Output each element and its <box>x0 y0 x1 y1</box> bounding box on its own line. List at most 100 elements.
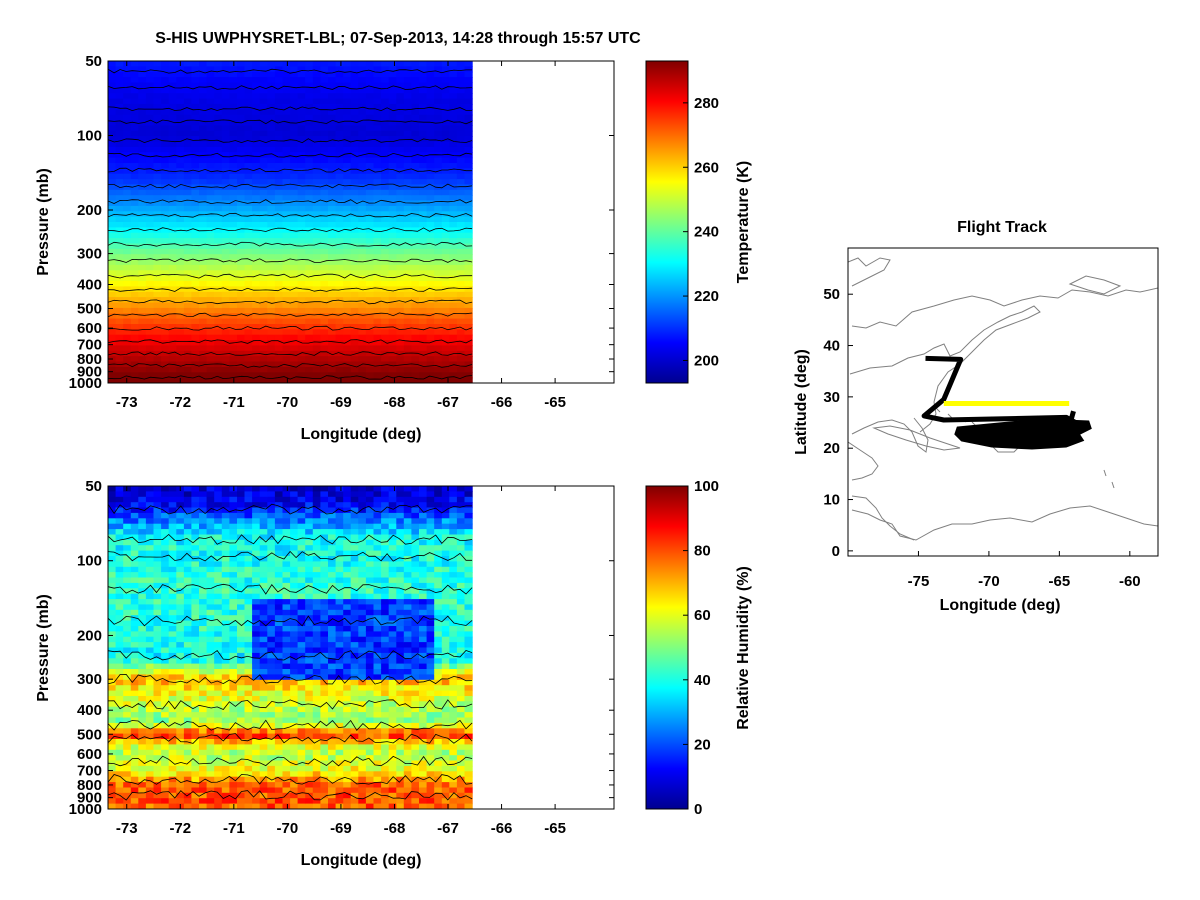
heatmap-cell <box>358 291 367 298</box>
heatmap-cell <box>297 615 306 622</box>
heatmap-cell <box>274 318 284 325</box>
heatmap-cell <box>123 307 132 314</box>
heatmap-cell <box>456 286 466 293</box>
heatmap-cell <box>221 302 230 309</box>
heatmap-cell <box>343 152 352 159</box>
heatmap-cell <box>229 588 238 595</box>
heatmap-cell <box>108 87 117 94</box>
heatmap-cell <box>176 577 185 584</box>
heatmap-cell <box>252 744 261 751</box>
heatmap-cell <box>297 238 306 245</box>
heatmap-cell <box>381 297 390 304</box>
heatmap-cell <box>403 238 412 245</box>
heatmap-cell <box>115 232 124 239</box>
heatmap-cell <box>145 577 155 584</box>
heatmap-cell <box>221 717 230 724</box>
heatmap-cell <box>123 626 132 632</box>
heatmap-cell <box>419 195 428 202</box>
heatmap-cell <box>130 512 139 519</box>
heatmap-cell <box>115 556 124 562</box>
heatmap-cell <box>191 200 200 207</box>
heatmap-cell <box>130 679 139 686</box>
heatmap-cell <box>290 782 299 789</box>
heatmap-cell <box>130 792 139 799</box>
heatmap-cell <box>229 324 238 330</box>
heatmap-cell <box>411 205 420 212</box>
heatmap-cell <box>426 361 435 368</box>
heatmap-cell <box>161 669 170 675</box>
heatmap-cell <box>305 744 314 751</box>
heatmap-cell <box>145 620 155 627</box>
heatmap-cell <box>373 168 382 175</box>
heatmap-cell <box>145 254 155 261</box>
heatmap-cell <box>350 787 359 794</box>
heatmap-cell <box>259 739 268 745</box>
heatmap-cell <box>290 491 299 498</box>
heatmap-cell <box>464 216 473 223</box>
heatmap-cell <box>396 130 405 137</box>
heatmap-cell <box>441 361 450 368</box>
heatmap-cell <box>305 803 314 809</box>
heatmap-cell <box>221 658 230 665</box>
heatmap-cell <box>176 259 185 266</box>
heatmap-cell <box>282 792 291 799</box>
heatmap-cell <box>274 636 284 643</box>
heatmap-cell <box>358 507 367 514</box>
heatmap-cell <box>221 550 230 557</box>
heatmap-cell <box>396 243 405 250</box>
heatmap-cell <box>229 372 238 379</box>
heatmap-cell <box>343 136 352 143</box>
heatmap-cell <box>350 706 359 713</box>
heatmap-cell <box>426 334 435 341</box>
heatmap-cell <box>214 302 223 309</box>
heatmap-cell <box>290 534 299 541</box>
heatmap-cell <box>108 706 117 713</box>
heatmap-cell <box>115 636 124 643</box>
heatmap-cell <box>419 243 428 250</box>
heatmap-cell <box>426 270 435 277</box>
heatmap-cell <box>403 109 412 116</box>
heatmap-cell <box>237 366 246 373</box>
heatmap-cell <box>199 259 208 266</box>
heatmap-cell <box>183 264 193 271</box>
heatmap-cell <box>305 782 314 789</box>
heatmap-cell <box>267 749 276 756</box>
heatmap-cell <box>434 313 443 320</box>
heatmap-cell <box>403 130 412 137</box>
heatmap-cell <box>365 340 375 347</box>
heatmap-cell <box>199 669 208 675</box>
heatmap-cell <box>259 114 268 121</box>
heatmap-cell <box>365 297 375 304</box>
heatmap-cell <box>199 222 208 228</box>
heatmap-cell <box>449 307 458 314</box>
heatmap-cell <box>214 195 223 202</box>
heatmap-cell <box>108 114 117 121</box>
heatmap-cell <box>274 599 284 606</box>
heatmap-cell <box>252 163 261 169</box>
heatmap-cell <box>115 765 124 772</box>
heatmap-cell <box>328 334 337 341</box>
heatmap-cell <box>290 593 299 600</box>
heatmap-cell <box>221 798 230 805</box>
heatmap-cell <box>365 168 375 175</box>
heatmap-cell <box>456 120 466 126</box>
contour-line <box>108 339 473 344</box>
heatmap-cell <box>123 545 132 552</box>
heatmap-cell <box>343 486 352 492</box>
heatmap-cell <box>274 663 284 670</box>
heatmap-cell <box>320 66 329 73</box>
heatmap-cell <box>199 340 208 347</box>
heatmap-cell <box>168 599 177 606</box>
heatmap-cell <box>244 222 253 228</box>
heatmap-cell <box>214 577 223 584</box>
heatmap-cell <box>123 184 132 191</box>
heatmap-cell <box>229 739 238 745</box>
heatmap-cell <box>396 205 405 212</box>
heatmap-cell <box>244 593 253 600</box>
heatmap-cell <box>350 556 359 562</box>
heatmap-cell <box>191 496 200 503</box>
heatmap-cell <box>381 93 390 100</box>
heatmap-cell <box>411 173 420 180</box>
heatmap-cell <box>221 523 230 530</box>
heatmap-cell <box>123 491 132 498</box>
